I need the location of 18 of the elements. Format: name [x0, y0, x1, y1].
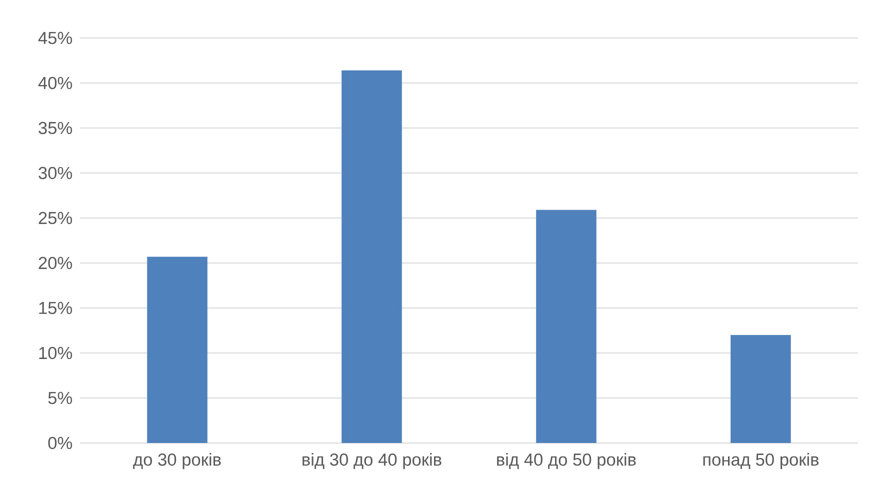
bar	[730, 334, 791, 443]
x-tick-label: понад 50 років	[703, 453, 819, 470]
y-tick-label: 15%	[39, 302, 72, 314]
x-tick-label: від 30 до 40 років	[302, 453, 442, 470]
y-tick-label: 30%	[38, 166, 72, 180]
x-tick-label: від 40 до 50 років	[497, 453, 636, 470]
y-tick-label: 10%	[39, 346, 72, 360]
y-tick-label: 40%	[38, 76, 72, 90]
x-tick-label: до 30 років	[133, 453, 221, 470]
bar	[342, 70, 402, 443]
y-tick-label: 25%	[38, 212, 72, 224]
bar	[147, 256, 208, 443]
y-tick-label: 5%	[48, 392, 72, 404]
y-tick-label: 45%	[38, 32, 72, 44]
y-tick-label: 20%	[38, 256, 72, 270]
bar	[536, 210, 596, 443]
y-tick-label: 35%	[38, 122, 72, 134]
y-tick-label: 0%	[48, 436, 72, 450]
